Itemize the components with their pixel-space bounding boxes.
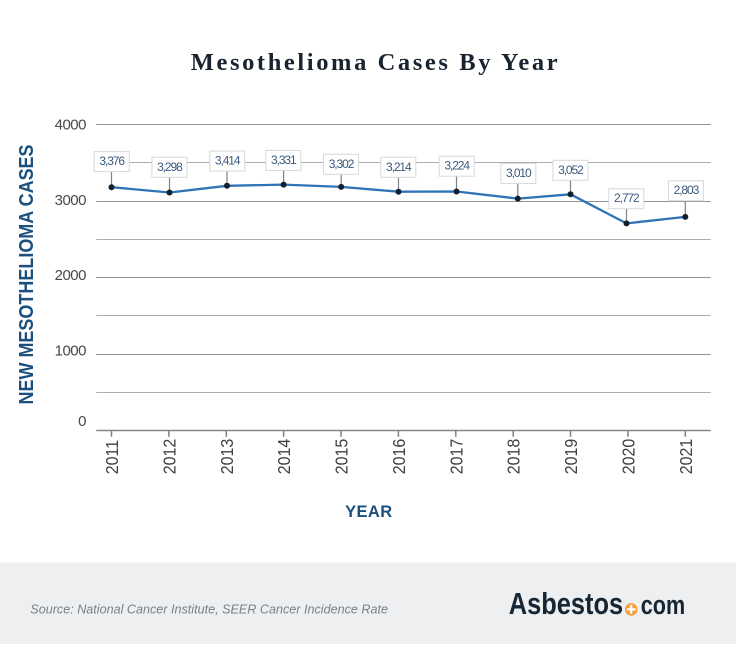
svg-text:Source: National Cancer Instit: Source: National Cancer Institute, SEER … [30,602,388,616]
svg-text:com: com [641,591,685,621]
svg-text:3,214: 3,214 [386,160,412,174]
svg-text:2020: 2020 [619,439,639,475]
svg-text:2013: 2013 [217,439,237,475]
svg-text:Mesothelioma Cases By Year: Mesothelioma Cases By Year [191,49,560,76]
svg-text:2012: 2012 [160,439,180,475]
svg-text:1000: 1000 [55,343,87,360]
svg-text:3,302: 3,302 [329,157,355,171]
svg-text:2015: 2015 [332,439,352,475]
svg-text:3,010: 3,010 [506,166,532,180]
svg-text:2014: 2014 [274,439,294,475]
svg-text:0: 0 [78,413,86,430]
svg-text:2021: 2021 [676,439,696,475]
svg-text:2,772: 2,772 [614,191,640,205]
svg-text:2000: 2000 [55,267,87,284]
svg-text:NEW MESOTHELIOMA CASES: NEW MESOTHELIOMA CASES [15,144,38,404]
svg-text:2011: 2011 [102,440,122,474]
svg-text:2016: 2016 [389,439,409,475]
svg-text:3,224: 3,224 [444,159,470,173]
svg-text:4000: 4000 [55,116,87,133]
svg-text:3,331: 3,331 [271,153,297,167]
svg-text:2019: 2019 [561,439,581,475]
svg-text:3,376: 3,376 [99,154,125,168]
svg-text:3,414: 3,414 [215,154,241,168]
svg-text:3,052: 3,052 [558,163,584,177]
svg-text:YEAR: YEAR [345,503,392,521]
svg-text:2017: 2017 [447,439,467,475]
svg-text:3,298: 3,298 [157,160,183,174]
svg-text:3000: 3000 [55,192,87,209]
svg-text:2,803: 2,803 [674,183,700,197]
svg-text:2018: 2018 [504,439,524,475]
svg-text:Asbestos: Asbestos [509,586,623,621]
